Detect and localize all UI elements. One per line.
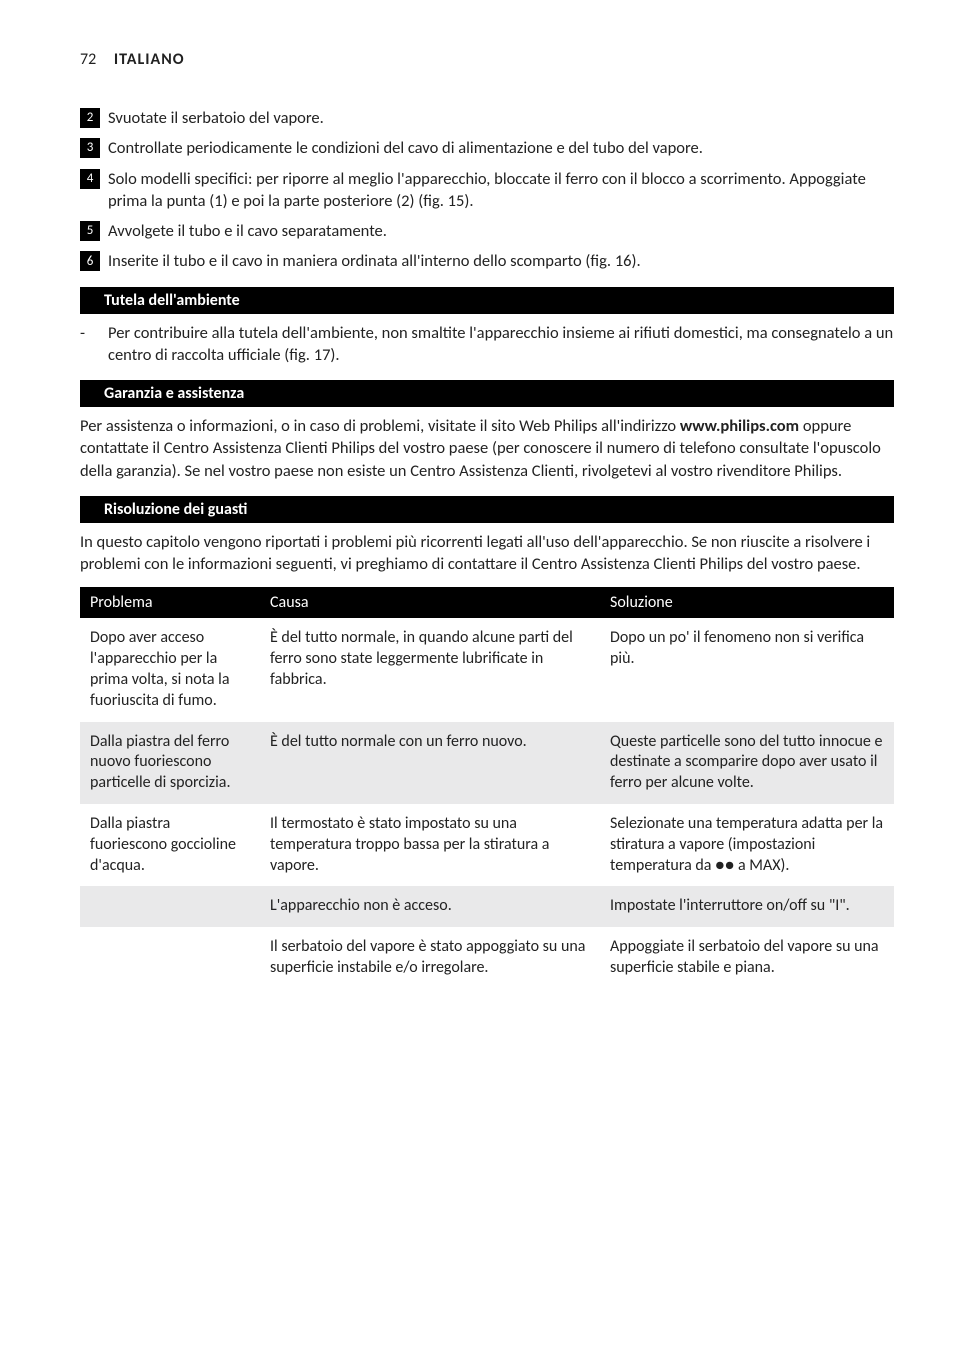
th-problem: Problema bbox=[80, 587, 260, 618]
section-troubleshooting-title: Risoluzione dei guasti bbox=[80, 496, 894, 523]
step-number-badge: 2 bbox=[80, 108, 100, 128]
step-text: Controllate periodicamente le condizioni… bbox=[108, 137, 894, 159]
section-environment-title: Tutela dell'ambiente bbox=[80, 287, 894, 314]
cell-solution: Queste particelle sono del tutto innocue… bbox=[600, 722, 894, 804]
step-6: 6 Inserite il tubo e il cavo in maniera … bbox=[80, 250, 894, 272]
th-cause: Causa bbox=[260, 587, 600, 618]
cell-solution: Appoggiate il serbatoio del vapore su un… bbox=[600, 927, 894, 989]
step-5: 5 Avvolgete il tubo e il cavo separatame… bbox=[80, 220, 894, 242]
warranty-url: www.philips.com bbox=[680, 416, 799, 436]
step-text: Svuotate il serbatoio del vapore. bbox=[108, 107, 894, 129]
step-text: Inserite il tubo e il cavo in maniera or… bbox=[108, 250, 894, 272]
warranty-paragraph: Per assistenza o informazioni, o in caso… bbox=[80, 415, 894, 482]
env-bullet: - Per contribuire alla tutela dell'ambie… bbox=[80, 322, 894, 367]
troubleshooting-intro: In questo capitolo vengono riportati i p… bbox=[80, 531, 894, 576]
cell-cause: L'apparecchio non è acceso. bbox=[260, 886, 600, 927]
cell-cause: È del tutto normale con un ferro nuovo. bbox=[260, 722, 600, 804]
step-number-badge: 5 bbox=[80, 221, 100, 241]
step-text: Avvolgete il tubo e il cavo separatament… bbox=[108, 220, 894, 242]
page-header: 72 ITALIANO bbox=[80, 50, 894, 69]
cell-solution: Impostate l'interruttore on/off su "I". bbox=[600, 886, 894, 927]
table-row: Dopo aver acceso l'apparecchio per la pr… bbox=[80, 618, 894, 721]
th-solution: Soluzione bbox=[600, 587, 894, 618]
cell-problem bbox=[80, 927, 260, 989]
table-row: L'apparecchio non è acceso. Impostate l'… bbox=[80, 886, 894, 927]
step-number-badge: 3 bbox=[80, 138, 100, 158]
env-bullet-text: Per contribuire alla tutela dell'ambient… bbox=[108, 322, 894, 367]
cell-problem bbox=[80, 886, 260, 927]
cell-problem: Dalla piastra del ferro nuovo fuoriescon… bbox=[80, 722, 260, 804]
cell-solution: Dopo un po' il fenomeno non si verifica … bbox=[600, 618, 894, 721]
step-number-badge: 6 bbox=[80, 251, 100, 271]
table-row: Dalla piastra fuoriescono goccioline d'a… bbox=[80, 804, 894, 886]
table-row: Il serbatoio del vapore è stato appoggia… bbox=[80, 927, 894, 989]
bullet-dash: - bbox=[80, 322, 108, 344]
step-text: Solo modelli specifici: per riporre al m… bbox=[108, 168, 894, 213]
table-header-row: Problema Causa Soluzione bbox=[80, 587, 894, 618]
cell-problem: Dalla piastra fuoriescono goccioline d'a… bbox=[80, 804, 260, 886]
page: 72 ITALIANO 2 Svuotate il serbatoio del … bbox=[0, 0, 954, 1049]
step-2: 2 Svuotate il serbatoio del vapore. bbox=[80, 107, 894, 129]
cell-cause: Il serbatoio del vapore è stato appoggia… bbox=[260, 927, 600, 989]
step-3: 3 Controllate periodicamente le condizio… bbox=[80, 137, 894, 159]
step-number-badge: 4 bbox=[80, 169, 100, 189]
table-row: Dalla piastra del ferro nuovo fuoriescon… bbox=[80, 722, 894, 804]
cell-cause: Il termostato è stato impostato su una t… bbox=[260, 804, 600, 886]
cell-solution: Selezionate una temperatura adatta per l… bbox=[600, 804, 894, 886]
page-number: 72 bbox=[80, 50, 96, 69]
section-warranty-title: Garanzia e assistenza bbox=[80, 380, 894, 407]
page-language: ITALIANO bbox=[114, 50, 185, 69]
cell-problem: Dopo aver acceso l'apparecchio per la pr… bbox=[80, 618, 260, 721]
cell-cause: È del tutto normale, in quando alcune pa… bbox=[260, 618, 600, 721]
troubleshooting-table: Problema Causa Soluzione Dopo aver acces… bbox=[80, 587, 894, 988]
warranty-pre: Per assistenza o informazioni, o in caso… bbox=[80, 416, 680, 436]
step-4: 4 Solo modelli specifici: per riporre al… bbox=[80, 168, 894, 213]
